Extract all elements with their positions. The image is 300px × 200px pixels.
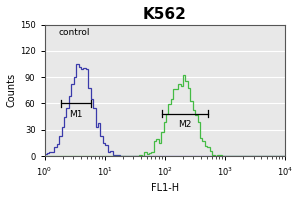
Y-axis label: Counts: Counts bbox=[7, 73, 17, 107]
Text: control: control bbox=[59, 28, 90, 37]
Text: M1: M1 bbox=[70, 110, 83, 119]
Text: M2: M2 bbox=[178, 120, 192, 129]
Title: K562: K562 bbox=[143, 7, 187, 22]
X-axis label: FL1-H: FL1-H bbox=[151, 183, 179, 193]
